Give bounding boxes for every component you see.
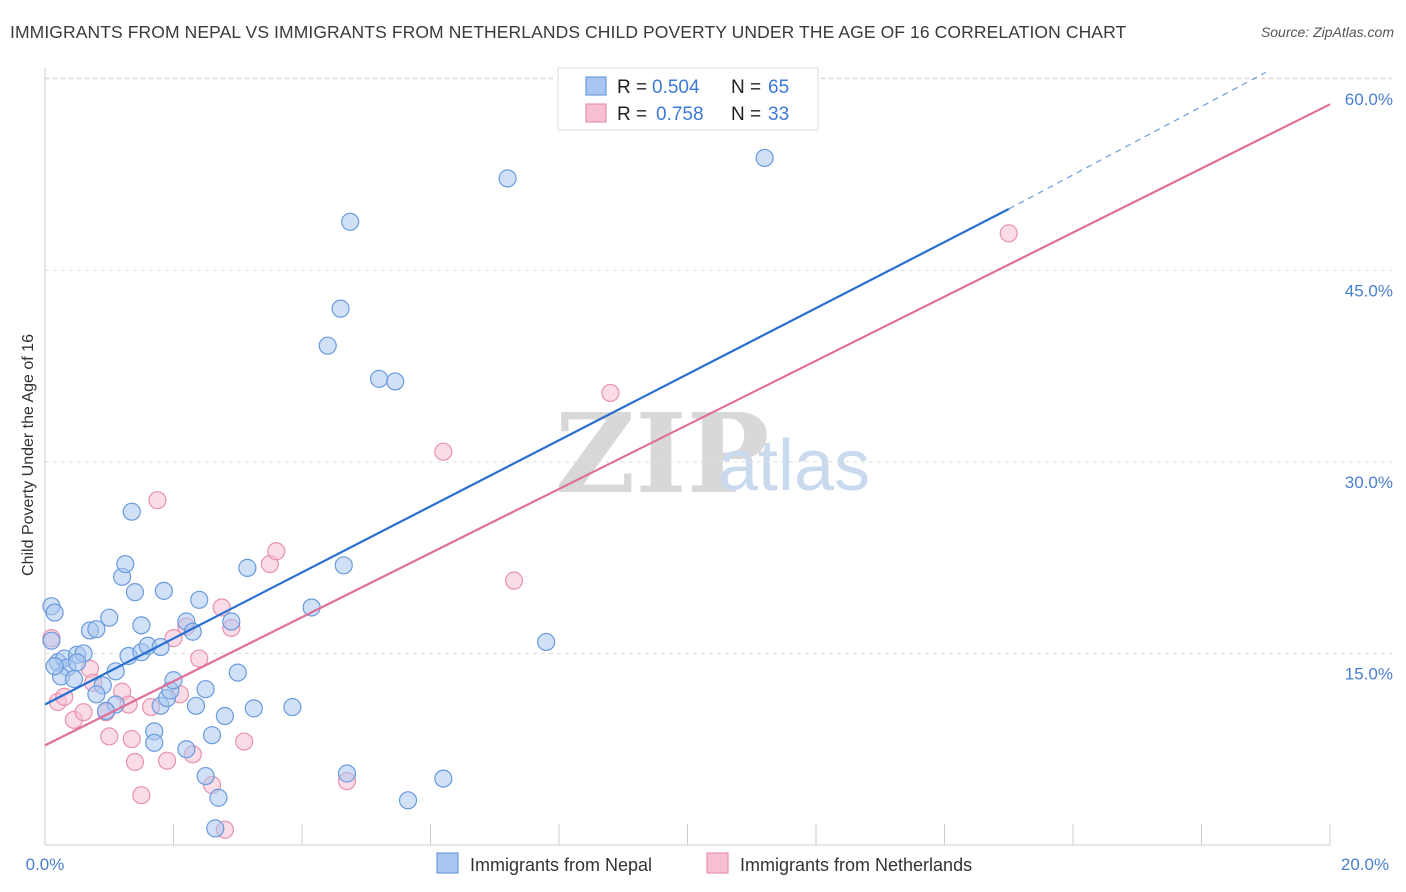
trend-line-nepal	[44, 208, 1010, 706]
trend-line-netherlands	[44, 103, 1331, 747]
nepal-points	[42, 148, 774, 838]
data-point-netherlands	[122, 729, 141, 749]
data-point-nepal	[132, 616, 151, 635]
data-point-nepal	[154, 581, 173, 600]
data-point-nepal	[116, 554, 135, 574]
legend-r-value-netherlands: 0.758	[656, 104, 704, 125]
bottom-legend-label-netherlands: Immigrants from Netherlands	[740, 855, 972, 875]
data-point-netherlands	[148, 491, 167, 510]
legend-r-label-nepal: R =	[617, 77, 647, 98]
data-point-netherlands	[504, 571, 524, 590]
data-point-nepal	[202, 726, 222, 745]
watermark-zip: ZIP	[555, 389, 769, 518]
data-point-nepal	[398, 791, 418, 810]
data-point-nepal	[370, 369, 389, 388]
data-point-nepal	[209, 788, 228, 807]
data-point-nepal	[125, 583, 145, 602]
data-point-nepal	[196, 680, 215, 699]
y-tick-labels: 15.0% 30.0% 45.0% 60.0%	[1345, 90, 1393, 684]
bottom-legend: Immigrants from Nepal Immigrants from Ne…	[436, 852, 972, 875]
data-point-nepal	[238, 558, 257, 577]
data-point-netherlands	[100, 727, 119, 746]
trend-lines	[44, 71, 1331, 747]
data-point-nepal	[386, 372, 405, 391]
data-point-nepal	[45, 603, 64, 622]
legend-n-label-netherlands: N =	[731, 104, 761, 125]
chart-title: IMMIGRANTS FROM NEPAL VS IMMIGRANTS FROM…	[10, 22, 1127, 42]
legend-r-label-netherlands: R =	[617, 104, 647, 125]
source-label: Source: ZipAtlas.com	[1260, 24, 1394, 40]
data-point-nepal	[145, 733, 164, 752]
data-point-nepal	[68, 653, 87, 672]
data-point-netherlands	[132, 786, 151, 805]
x-tick-label-max: 20.0%	[1341, 855, 1389, 874]
data-point-nepal	[186, 696, 206, 715]
data-point-nepal	[122, 502, 141, 521]
top-legend: R = 0.504 N = 65 R = 0.758 N = 33	[557, 67, 819, 131]
x-ticks	[44, 824, 1331, 845]
data-point-nepal	[196, 766, 215, 786]
data-point-nepal	[64, 669, 84, 689]
data-point-nepal	[318, 336, 337, 355]
data-point-nepal	[283, 697, 302, 717]
data-point-nepal	[215, 706, 234, 726]
data-point-nepal	[42, 631, 61, 650]
trend-line-nepal-extension	[1008, 71, 1267, 210]
data-point-nepal	[206, 819, 225, 838]
y-tick-label: 60.0%	[1345, 90, 1393, 109]
data-point-nepal	[498, 169, 517, 188]
legend-swatch-nepal	[585, 76, 607, 96]
bottom-legend-swatch-nepal	[436, 852, 459, 874]
data-point-nepal	[222, 612, 241, 631]
data-point-netherlands	[74, 703, 93, 722]
data-point-netherlands	[434, 442, 453, 461]
data-point-nepal	[337, 764, 357, 783]
data-point-nepal	[537, 632, 556, 652]
data-point-netherlands	[157, 751, 177, 770]
y-axis-title: Child Poverty Under the Age of 16	[20, 334, 37, 576]
data-point-nepal	[755, 148, 774, 168]
data-point-netherlands	[125, 752, 145, 772]
data-point-nepal	[331, 299, 350, 318]
bottom-legend-swatch-netherlands	[706, 852, 729, 874]
data-point-nepal	[177, 740, 196, 759]
data-point-netherlands	[235, 732, 254, 751]
legend-swatch-netherlands	[585, 103, 607, 123]
data-point-netherlands	[267, 542, 286, 561]
data-point-nepal	[87, 685, 106, 704]
data-point-nepal	[434, 769, 453, 788]
data-point-nepal	[87, 620, 106, 639]
data-point-nepal	[190, 590, 209, 609]
x-tick-label-min: 0.0%	[26, 855, 65, 874]
y-tick-label: 15.0%	[1345, 664, 1393, 683]
data-point-netherlands	[999, 224, 1018, 243]
y-tick-label: 45.0%	[1345, 281, 1393, 300]
data-point-netherlands	[601, 383, 620, 403]
data-point-nepal	[45, 657, 64, 676]
data-point-nepal	[100, 608, 119, 627]
data-point-netherlands	[190, 649, 209, 668]
legend-n-value-netherlands: 33	[768, 104, 789, 125]
legend-n-label-nepal: N =	[731, 77, 761, 98]
legend-n-value-nepal: 65	[768, 77, 789, 98]
data-point-nepal	[244, 699, 263, 718]
y-tick-label: 30.0%	[1345, 473, 1393, 492]
data-point-nepal	[334, 556, 353, 575]
legend-r-value-nepal: 0.504	[652, 77, 700, 98]
data-point-nepal	[228, 663, 247, 682]
data-point-nepal	[341, 212, 360, 231]
watermark-atlas: atlas	[718, 426, 870, 506]
bottom-legend-label-nepal: Immigrants from Nepal	[470, 855, 652, 875]
